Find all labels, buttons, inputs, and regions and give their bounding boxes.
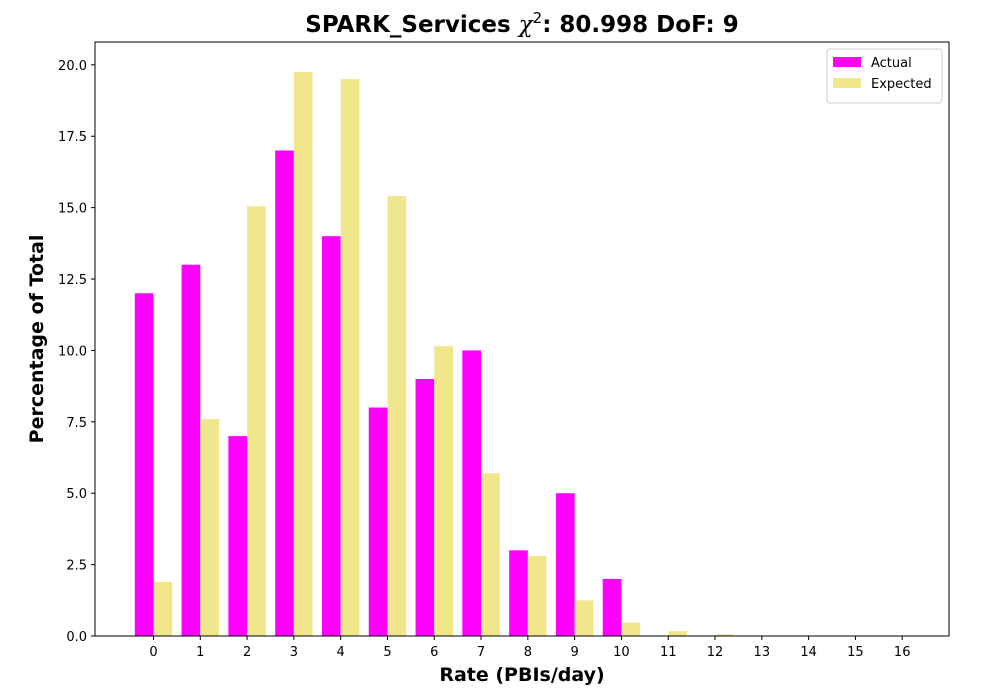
bar-actual-10 bbox=[603, 579, 622, 636]
bar-expected-3 bbox=[294, 72, 313, 636]
x-tick-label: 7 bbox=[477, 645, 485, 660]
legend-swatch-expected bbox=[833, 78, 861, 88]
bar-expected-0 bbox=[153, 582, 172, 636]
bar-actual-9 bbox=[556, 493, 575, 636]
plot-frame bbox=[95, 42, 949, 636]
x-axis-label: Rate (PBIs/day) bbox=[439, 664, 604, 686]
y-tick-label: 5.0 bbox=[66, 487, 87, 502]
bar-expected-6 bbox=[434, 346, 453, 636]
x-tick-label: 10 bbox=[613, 645, 630, 660]
bar-actual-1 bbox=[182, 265, 201, 636]
bar-expected-11 bbox=[668, 631, 687, 636]
y-tick-label: 7.5 bbox=[66, 416, 87, 431]
bar-actual-5 bbox=[369, 408, 388, 636]
x-tick-label: 4 bbox=[337, 645, 345, 660]
x-tick-label: 11 bbox=[660, 645, 677, 660]
bar-actual-8 bbox=[509, 550, 528, 636]
y-tick-label: 0.0 bbox=[66, 630, 87, 645]
bar-actual-6 bbox=[416, 379, 435, 636]
y-tick-label: 15.0 bbox=[58, 202, 87, 217]
x-tick-label: 13 bbox=[754, 645, 771, 660]
x-tick-label: 8 bbox=[524, 645, 532, 660]
bar-actual-3 bbox=[275, 151, 294, 636]
bar-actual-0 bbox=[135, 293, 154, 636]
bar-expected-4 bbox=[341, 79, 360, 636]
legend-label-expected: Expected bbox=[871, 77, 932, 92]
bar-expected-9 bbox=[575, 600, 594, 636]
y-tick-label: 12.5 bbox=[58, 273, 87, 288]
y-tick-label: 20.0 bbox=[58, 59, 87, 74]
bar-expected-1 bbox=[200, 419, 219, 636]
bar-expected-7 bbox=[481, 473, 500, 636]
x-tick-label: 0 bbox=[149, 645, 157, 660]
legend-label-actual: Actual bbox=[871, 56, 912, 71]
y-tick-label: 2.5 bbox=[66, 559, 87, 574]
x-tick-label: 15 bbox=[847, 645, 864, 660]
legend: Actual Expected bbox=[827, 49, 942, 103]
x-tick-label: 6 bbox=[430, 645, 438, 660]
y-tick-label: 10.0 bbox=[58, 344, 87, 359]
bar-actual-4 bbox=[322, 236, 341, 636]
bar-expected-8 bbox=[528, 556, 547, 636]
bar-actual-7 bbox=[462, 350, 481, 636]
bar-actual-2 bbox=[228, 436, 247, 636]
bar-expected-5 bbox=[387, 196, 406, 636]
x-tick-label: 2 bbox=[243, 645, 251, 660]
bar-expected-10 bbox=[621, 623, 640, 636]
legend-swatch-actual bbox=[833, 57, 861, 67]
bars-layer bbox=[135, 72, 874, 636]
x-tick-label: 12 bbox=[707, 645, 724, 660]
x-tick-label: 5 bbox=[383, 645, 391, 660]
x-tick-label: 1 bbox=[196, 645, 204, 660]
y-axis-label: Percentage of Total bbox=[26, 235, 48, 444]
x-tick-label: 9 bbox=[571, 645, 579, 660]
bar-expected-2 bbox=[247, 206, 266, 636]
x-tick-label: 14 bbox=[800, 645, 817, 660]
x-tick-label: 3 bbox=[290, 645, 298, 660]
y-tick-label: 17.5 bbox=[58, 130, 87, 145]
chart-title: SPARK_Services χ2: 80.998 DoF: 9 bbox=[305, 9, 738, 38]
x-tick-label: 16 bbox=[894, 645, 911, 660]
